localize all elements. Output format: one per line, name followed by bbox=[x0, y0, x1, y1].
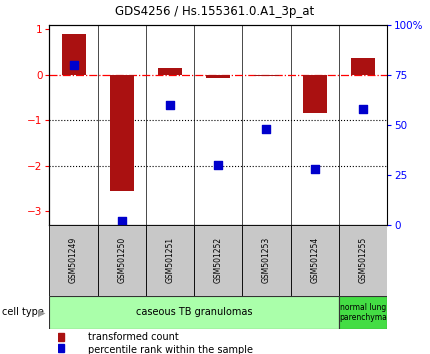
Point bbox=[118, 218, 125, 224]
Bar bbox=[303, 75, 327, 113]
Bar bbox=[291, 225, 339, 296]
Text: percentile rank within the sample: percentile rank within the sample bbox=[88, 346, 253, 354]
Text: caseous TB granulomas: caseous TB granulomas bbox=[136, 307, 252, 318]
Point bbox=[70, 62, 77, 68]
Bar bbox=[146, 225, 194, 296]
Text: GSM501253: GSM501253 bbox=[262, 237, 271, 283]
Bar bbox=[339, 296, 387, 329]
Bar bbox=[110, 75, 134, 191]
Text: GSM501251: GSM501251 bbox=[166, 237, 175, 283]
Text: GSM501252: GSM501252 bbox=[214, 237, 223, 283]
Point bbox=[215, 162, 222, 168]
Text: transformed count: transformed count bbox=[88, 332, 179, 342]
Text: cell type: cell type bbox=[2, 307, 44, 318]
Text: GSM501255: GSM501255 bbox=[358, 237, 367, 283]
Text: GSM501249: GSM501249 bbox=[69, 237, 78, 283]
Bar bbox=[49, 296, 339, 329]
Point bbox=[263, 126, 270, 132]
Bar bbox=[61, 34, 86, 75]
Bar bbox=[158, 68, 182, 75]
Point bbox=[359, 106, 366, 112]
Text: normal lung
parenchyma: normal lung parenchyma bbox=[339, 303, 387, 322]
Text: ▶: ▶ bbox=[38, 307, 46, 318]
Bar bbox=[58, 333, 64, 341]
Bar bbox=[255, 75, 279, 76]
Text: GSM501250: GSM501250 bbox=[117, 237, 126, 283]
Bar bbox=[194, 225, 243, 296]
Bar bbox=[58, 344, 64, 352]
Bar bbox=[243, 225, 291, 296]
Point bbox=[166, 102, 173, 108]
Text: GDS4256 / Hs.155361.0.A1_3p_at: GDS4256 / Hs.155361.0.A1_3p_at bbox=[115, 5, 315, 18]
Text: GSM501254: GSM501254 bbox=[310, 237, 319, 283]
Bar bbox=[339, 225, 387, 296]
Bar bbox=[206, 75, 230, 78]
Bar bbox=[98, 225, 146, 296]
Bar bbox=[351, 58, 375, 75]
Bar bbox=[49, 225, 98, 296]
Point bbox=[311, 166, 318, 172]
